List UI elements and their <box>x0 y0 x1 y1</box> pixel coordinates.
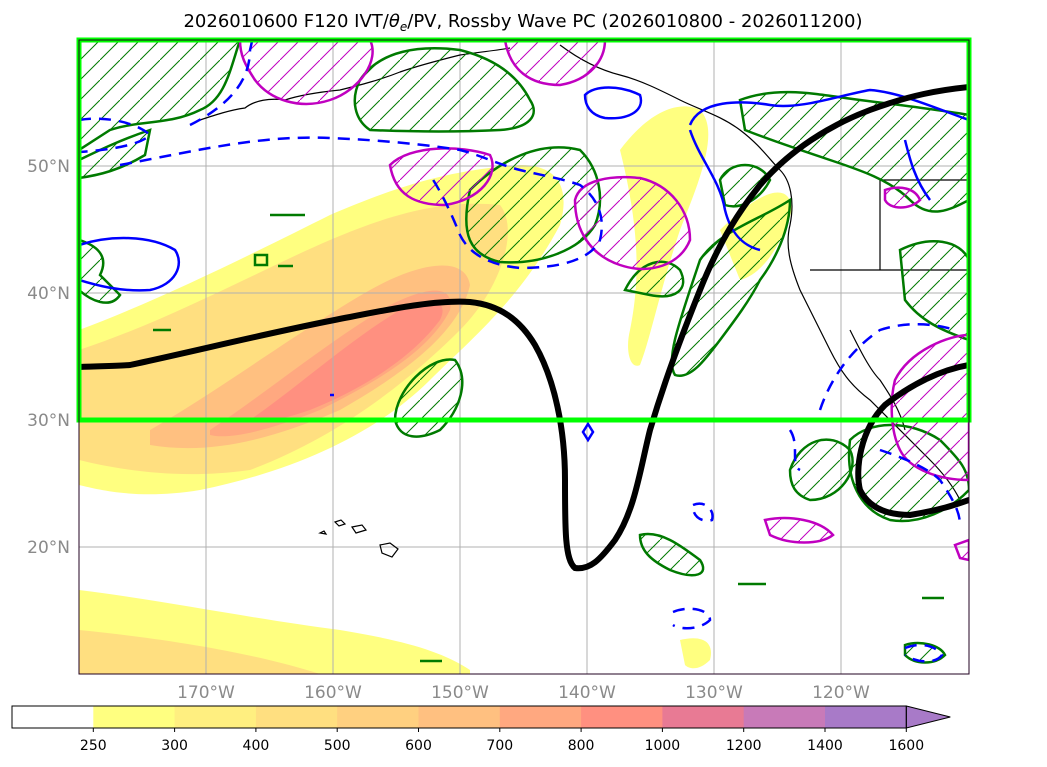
lon-tick-labels: 170°W 160°W 150°W 140°W 130°W 120°W <box>177 683 870 703</box>
colorbar-tick-label: 1200 <box>726 738 762 754</box>
colorbar-tick-label: 1600 <box>888 738 924 754</box>
theta-e-dashed-contours <box>79 40 962 663</box>
colorbar-swatch <box>662 706 745 728</box>
pv-green-small <box>153 213 944 663</box>
colorbar-tick-label: 1000 <box>645 738 681 754</box>
colorbar-swatch <box>12 706 94 728</box>
colorbar-swatch <box>581 706 663 728</box>
lon-label-140w: 140°W <box>558 683 616 703</box>
colorbar-extend-arrow <box>905 705 951 729</box>
colorbar-swatch <box>825 706 907 728</box>
colorbar-swatch <box>418 706 501 728</box>
colorbar-tick-label: 500 <box>324 738 351 754</box>
colorbar-outline <box>11 705 907 729</box>
lat-label-40: 40°N <box>27 284 70 304</box>
lat-label-20: 20°N <box>27 538 70 558</box>
colorbar-swatch <box>255 706 338 728</box>
lon-label-160w: 160°W <box>304 683 362 703</box>
colorbar-tick-label: 400 <box>243 738 270 754</box>
lon-label-130w: 130°W <box>685 683 743 703</box>
colorbar-tick-label: 700 <box>486 738 513 754</box>
theta-e-contours <box>79 86 969 443</box>
pv-magenta-contours <box>238 40 969 562</box>
colorbar-swatch <box>93 706 176 728</box>
colorbar-tick-label: 1400 <box>807 738 843 754</box>
colorbar-tick-label: 250 <box>80 738 107 754</box>
lon-label-170w: 170°W <box>177 683 235 703</box>
figure-title: 2026010600 F120 IVT/θe/PV, Rossby Wave P… <box>183 11 862 34</box>
colorbar-swatch <box>499 706 582 728</box>
colorbar-tick-label: 800 <box>568 738 595 754</box>
lon-label-150w: 150°W <box>431 683 489 703</box>
colorbar-tick-label: 600 <box>405 738 432 754</box>
map-layers <box>79 40 969 674</box>
pv-green-contours <box>79 40 969 664</box>
lon-label-120w: 120°W <box>812 683 870 703</box>
map-frame <box>78 39 970 675</box>
colorbar: 250 300 400 500 600 700 800 1000 1200 1400 1600 <box>11 705 951 754</box>
colorbar-swatch <box>743 706 826 728</box>
lat-label-30: 30°N <box>27 411 70 431</box>
rossby-wave-pc-contour <box>79 84 969 572</box>
lat-label-50: 50°N <box>27 157 70 177</box>
colorbar-tick-label: 300 <box>161 738 188 754</box>
colorbar-swatch <box>174 706 257 728</box>
colorbar-swatch <box>337 706 419 728</box>
lat-tick-labels: 20°N 30°N 40°N 50°N <box>27 157 70 558</box>
